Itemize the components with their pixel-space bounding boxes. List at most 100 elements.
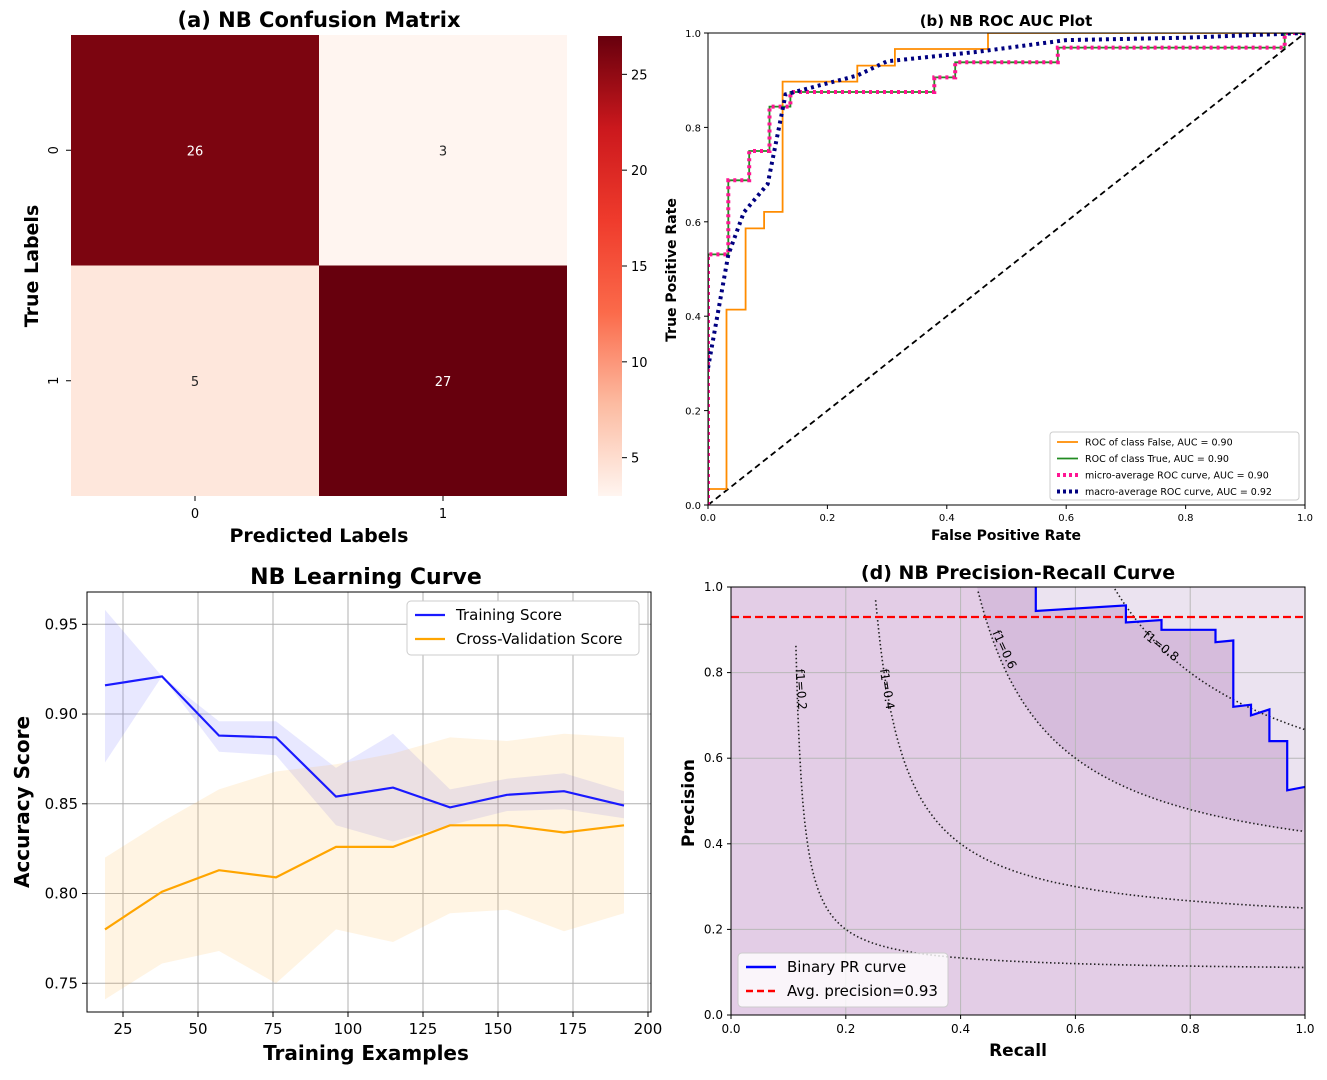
roc-plot-area: 0.0 0.2 0.4 0.6 0.8 1.0 0.0 0.2 0.4 0.6 0.8 1.0 ROC … — [685, 29, 1313, 524]
cm-cbar-tick-label: 25 — [631, 68, 648, 83]
pr-xtick-label: 0.0 — [721, 1022, 740, 1036]
lc-title: NB Learning Curve — [250, 565, 482, 590]
lc-ytick-label: 0.85 — [45, 795, 78, 813]
lc-axes-frame — [86, 591, 652, 1013]
lc-band — [105, 609, 624, 842]
pr-iso-f1-curve — [1114, 588, 1305, 731]
cm-cell-value: 27 — [435, 375, 452, 390]
roc-series-line — [708, 33, 1305, 505]
pr-legend: Binary PR curve Avg. precision=0.93 — [737, 952, 949, 1008]
pr-ytick-label: 0.0 — [704, 1008, 723, 1022]
cm-xtick-label: 0 — [191, 507, 199, 522]
roc-xtick-label: 0.4 — [939, 513, 955, 524]
lc-xtick-label: 100 — [334, 1020, 363, 1038]
cm-ytick-label: 0 — [47, 146, 62, 154]
roc-xtick-label: 0.6 — [1058, 513, 1074, 524]
lc-xlabel: Training Examples — [263, 1041, 469, 1065]
pr-xtick-label: 1.0 — [1295, 1022, 1314, 1036]
cm-ylabel: True Labels — [21, 205, 43, 328]
pr-curve-line — [1034, 587, 1305, 792]
lc-ytick-label: 0.95 — [45, 615, 78, 633]
roc-xtick-label: 1.0 — [1297, 513, 1313, 524]
cm-ytick-label: 1 — [47, 377, 62, 385]
lc-ytick-label: 0.80 — [45, 885, 78, 903]
pr-xtick-label: 0.4 — [951, 1022, 970, 1036]
roc-ytick-label: 0.2 — [685, 407, 701, 418]
pr-axes-frame — [730, 586, 1306, 1016]
cm-cell — [319, 35, 567, 266]
roc-chance-line — [708, 33, 1305, 505]
cm-cbar-tick-label: 20 — [631, 164, 648, 179]
pr-panel: (d) NB Precision-Recall Curve f1=0.2 f1=0… — [679, 562, 1315, 1061]
cm-cbar-tick-label: 15 — [631, 260, 648, 275]
pr-plot-area: f1=0.2 f1=0.4f1=0.6 f1=0.8 0.0 0.2 0.4 0.6 0.8 1… — [704, 580, 1315, 1036]
cm-title: (a) NB Confusion Matrix — [177, 8, 460, 32]
roc-ytick-label: 0.4 — [685, 312, 701, 323]
roc-xtick-label: 0.0 — [700, 513, 716, 524]
lc-plot-area: 25 50 75 100 125 150 175 200 0.75 0.80 0.85 0.90 0.9… — [45, 591, 663, 1038]
roc-ytick-label: 1.0 — [685, 29, 701, 40]
lc-xtick-label: 25 — [113, 1020, 132, 1038]
cm-cell — [319, 265, 567, 496]
lc-xtick-label: 200 — [634, 1020, 663, 1038]
lc-ytick-label: 0.75 — [45, 974, 78, 992]
pr-legend-box — [737, 952, 949, 1008]
cm-ticks: 0 1 0 1 — [47, 146, 447, 522]
cm-cell — [71, 35, 319, 266]
roc-panel: (b) NB ROC AUC Plot 0.0 0.2 0.4 0.6 0.8 1.0 0.… — [664, 12, 1313, 544]
pr-ytick-label: 1.0 — [704, 580, 723, 594]
roc-lines — [708, 33, 1305, 505]
confusion-matrix-panel: (a) NB Confusion Matrix 26 35 27 0 101 Pred… — [21, 8, 648, 547]
lc-legend-label: Cross-Validation Score — [456, 630, 623, 648]
roc-legend: ROC of class False, AUC = 0.90 ROC of cla… — [1049, 431, 1300, 501]
lc-legend: Training Score Cross-Validation Score — [406, 600, 640, 656]
cm-xtick-label: 1 — [439, 507, 447, 522]
cm-cells: 26 3 5 27 — [71, 35, 567, 496]
cm-cell — [71, 265, 319, 496]
lc-series-line — [104, 824, 625, 931]
pr-inner: f1=0.2 f1=0.4f1=0.6 f1=0.8 — [731, 587, 1305, 1015]
cm-cell-value: 3 — [439, 144, 447, 159]
roc-axes-frame — [707, 32, 1306, 506]
lc-xtick-label: 175 — [559, 1020, 588, 1038]
cm-colorbar — [598, 36, 622, 496]
pr-iso-f1-curve — [977, 591, 1304, 833]
pr-xtick-label: 0.8 — [1181, 1022, 1200, 1036]
pr-xtick-label: 0.2 — [836, 1022, 855, 1036]
lc-band — [105, 733, 624, 1000]
cm-cell-value: 5 — [191, 375, 199, 390]
cm-cell-value: 26 — [187, 144, 204, 159]
lc-xtick-label: 150 — [484, 1020, 513, 1038]
lc-legend-label: Training Score — [455, 606, 562, 624]
pr-ylabel: Precision — [679, 759, 699, 847]
cm-cbar-tick-label: 10 — [631, 356, 648, 371]
roc-title: (b) NB ROC AUC Plot — [920, 12, 1093, 30]
pr-ytick-label: 0.2 — [704, 922, 723, 936]
roc-ytick-label: 0.0 — [685, 501, 701, 512]
roc-xtick-label: 0.8 — [1178, 513, 1194, 524]
roc-xlabel: False Positive Rate — [931, 528, 1081, 544]
lc-legend-box — [406, 600, 640, 656]
lc-ylabel: Accuracy Score — [10, 716, 34, 888]
pr-ytick-label: 0.6 — [704, 751, 723, 765]
pr-ytick-label: 0.4 — [704, 837, 723, 851]
cm-colorbar-ticks: 5 10 15 20 25 — [622, 68, 648, 467]
roc-legend-label: micro-average ROC curve, AUC = 0.90 — [1085, 471, 1269, 482]
roc-series-line — [708, 33, 1305, 369]
pr-area-dark — [977, 587, 1305, 832]
cm-xlabel: Predicted Labels — [230, 525, 409, 547]
roc-series-line — [708, 33, 1305, 505]
lc-xtick-label: 125 — [409, 1020, 438, 1038]
pr-legend-label: Avg. precision=0.93 — [787, 982, 938, 1000]
lc-xtick-label: 75 — [263, 1020, 282, 1038]
roc-ytick-label: 0.8 — [685, 123, 701, 134]
lc-axes-bg — [87, 592, 651, 1012]
roc-ylabel: True Positive Rate — [664, 198, 680, 342]
roc-xtick-label: 0.2 — [819, 513, 835, 524]
lc-xtick-label: 50 — [188, 1020, 207, 1038]
roc-legend-box — [1049, 431, 1300, 501]
roc-legend-label: macro-average ROC curve, AUC = 0.92 — [1085, 487, 1272, 498]
cm-cbar-tick-label: 5 — [631, 452, 639, 467]
pr-xlabel: Recall — [989, 1041, 1047, 1061]
